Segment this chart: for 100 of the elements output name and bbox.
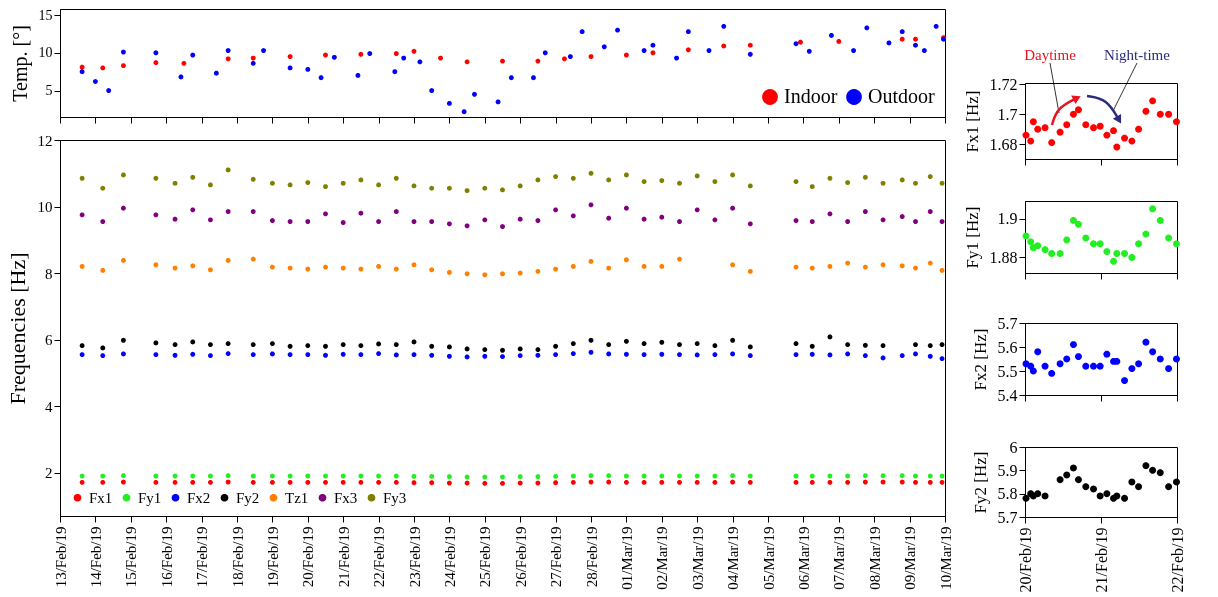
point bbox=[1142, 338, 1150, 346]
y-tick-label: 1.68 bbox=[989, 135, 1018, 153]
point bbox=[1156, 110, 1164, 118]
point bbox=[1063, 471, 1071, 479]
point bbox=[1142, 462, 1150, 470]
point bbox=[1090, 485, 1097, 493]
legend-label: Fy1 bbox=[138, 489, 162, 506]
x-tick-label: 08/Mar/19 bbox=[866, 526, 883, 590]
x-tick-label: 22/Feb/19 bbox=[1168, 527, 1186, 593]
point bbox=[1128, 253, 1136, 261]
point bbox=[1069, 110, 1077, 118]
point bbox=[1149, 97, 1157, 105]
x-tick-label: 24/Feb/19 bbox=[441, 526, 458, 588]
x-tick-label: 17/Feb/19 bbox=[194, 526, 211, 588]
y-tick-label: 6 bbox=[1009, 438, 1018, 456]
x-tick-label: 26/Feb/19 bbox=[512, 526, 529, 588]
point bbox=[1103, 248, 1111, 256]
legend-label: Fx2 bbox=[187, 489, 211, 506]
point bbox=[1048, 369, 1056, 377]
point bbox=[1075, 353, 1082, 361]
point bbox=[1069, 464, 1077, 472]
point bbox=[1142, 230, 1150, 238]
text: Daytime bbox=[1024, 47, 1077, 63]
point bbox=[1110, 127, 1117, 135]
point bbox=[1096, 492, 1104, 500]
point bbox=[1096, 362, 1104, 370]
y-tick-label: 8 bbox=[45, 265, 53, 282]
y-axis-title: Fy1 [Hz] bbox=[962, 206, 982, 269]
point bbox=[1063, 121, 1071, 129]
legend-label: Fy2 bbox=[236, 489, 260, 506]
x-tick-label: 22/Feb/19 bbox=[371, 526, 388, 588]
point bbox=[1082, 121, 1090, 129]
point bbox=[1082, 362, 1090, 370]
point bbox=[1041, 362, 1049, 370]
x-tick-label: 19/Feb/19 bbox=[264, 526, 281, 588]
point bbox=[1041, 124, 1049, 132]
x-tick-label: 05/Mar/19 bbox=[760, 526, 777, 590]
point bbox=[1069, 341, 1077, 349]
x-tick-label: 09/Mar/19 bbox=[902, 526, 919, 590]
x-tick-label: 14/Feb/19 bbox=[87, 526, 104, 588]
x-tick-label: 21/Feb/19 bbox=[1092, 527, 1110, 593]
x-tick-label: 27/Feb/19 bbox=[548, 526, 565, 588]
legend-label: Tz1 bbox=[285, 489, 309, 506]
x-tick-label: 18/Feb/19 bbox=[229, 526, 246, 588]
point bbox=[1034, 125, 1042, 133]
point bbox=[1075, 476, 1082, 484]
point bbox=[1090, 124, 1097, 132]
y-tick-label: 15 bbox=[38, 7, 53, 23]
point bbox=[1048, 139, 1056, 147]
y-tick-label: 4 bbox=[45, 398, 53, 415]
point bbox=[1135, 240, 1143, 248]
point bbox=[1135, 483, 1143, 491]
legend-label: Indoor bbox=[784, 85, 838, 107]
y-tick-label: 10 bbox=[38, 45, 53, 61]
point bbox=[1128, 478, 1136, 486]
y-tick-label: 6 bbox=[45, 332, 53, 349]
y-tick-label: 5.9 bbox=[997, 461, 1018, 479]
x-tick-label: 04/Mar/19 bbox=[725, 526, 742, 590]
x-tick-label: 10/Mar/19 bbox=[937, 526, 954, 590]
point bbox=[1034, 348, 1042, 356]
point bbox=[1075, 220, 1082, 228]
y-tick-label: 5 bbox=[45, 83, 53, 99]
legend-label: Outdoor bbox=[868, 85, 935, 107]
point bbox=[1041, 246, 1049, 254]
y-tick-label: 12 bbox=[37, 132, 53, 149]
point bbox=[1029, 118, 1037, 126]
x-tick-label: 20/Feb/19 bbox=[300, 526, 317, 588]
x-tick-label: 15/Feb/19 bbox=[123, 526, 140, 588]
point bbox=[1082, 483, 1090, 491]
point bbox=[1034, 242, 1042, 250]
x-tick-label: 06/Mar/19 bbox=[795, 526, 812, 590]
point bbox=[1056, 476, 1064, 484]
y-tick-label: 2 bbox=[45, 465, 53, 482]
x-tick-label: 23/Feb/19 bbox=[406, 526, 423, 588]
y-tick-label: 5.4 bbox=[997, 386, 1018, 404]
y-tick-label: 5.7 bbox=[997, 508, 1018, 526]
point bbox=[1090, 240, 1097, 248]
y-tick-label: 5.8 bbox=[997, 485, 1018, 503]
point bbox=[1082, 234, 1090, 242]
x-tick-label: 01/Mar/19 bbox=[618, 526, 635, 590]
legend-label: Fx3 bbox=[334, 489, 358, 506]
point bbox=[1110, 257, 1117, 265]
point bbox=[1063, 236, 1071, 244]
point bbox=[1156, 355, 1164, 363]
point bbox=[1063, 355, 1071, 363]
point bbox=[1135, 360, 1143, 368]
point bbox=[1029, 367, 1037, 375]
legend-label: Fy3 bbox=[383, 489, 407, 506]
point bbox=[1156, 217, 1164, 224]
x-tick-label: 13/Feb/19 bbox=[52, 526, 69, 588]
y-axis-title: Frequencies [Hz] bbox=[4, 252, 30, 405]
y-tick-label: 1.72 bbox=[989, 75, 1018, 93]
legend-label: Fx1 bbox=[89, 489, 113, 506]
y-tick-label: 10 bbox=[37, 199, 53, 216]
y-tick-label: 5.5 bbox=[997, 362, 1018, 380]
point bbox=[1156, 469, 1164, 477]
x-tick-label: 16/Feb/19 bbox=[158, 526, 175, 588]
y-tick-label: 1.88 bbox=[989, 248, 1018, 266]
text: Night-time bbox=[1104, 47, 1171, 63]
point bbox=[1096, 240, 1104, 248]
